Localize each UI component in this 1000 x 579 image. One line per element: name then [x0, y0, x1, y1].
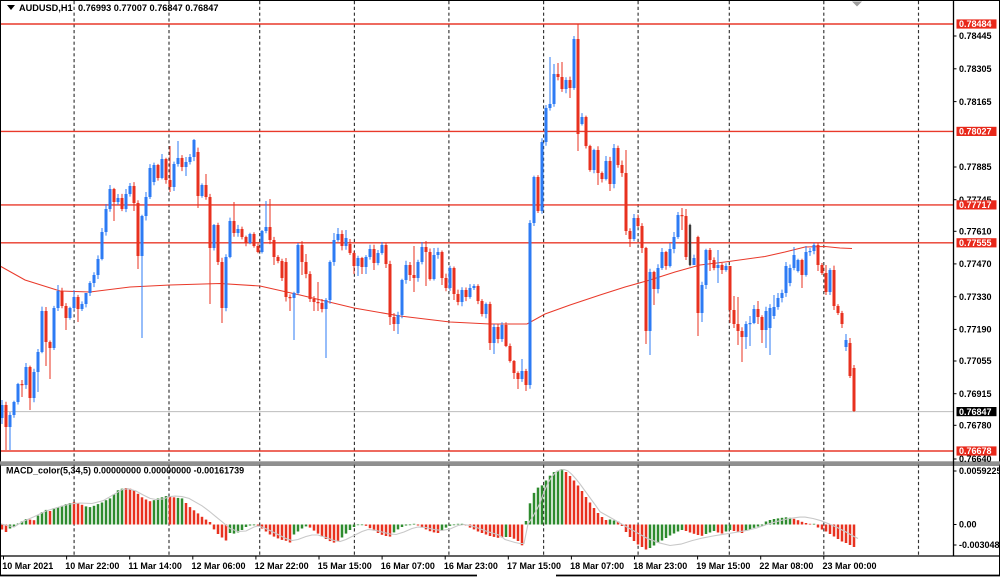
svg-text:0.76915: 0.76915	[959, 389, 992, 399]
svg-text:0.00: 0.00	[959, 520, 977, 530]
svg-text:10 Mar 2021: 10 Mar 2021	[2, 561, 53, 571]
svg-text:0.77885: 0.77885	[959, 162, 992, 172]
svg-text:0.77055: 0.77055	[959, 356, 992, 366]
svg-text:17 Mar 15:00: 17 Mar 15:00	[507, 561, 561, 571]
svg-text:0.78305: 0.78305	[959, 64, 992, 74]
svg-text:0.77717: 0.77717	[959, 200, 992, 210]
svg-text:-0.003048: -0.003048	[959, 540, 1000, 550]
svg-text:10 Mar 22:00: 10 Mar 22:00	[65, 561, 119, 571]
svg-text:16 Mar 07:00: 16 Mar 07:00	[381, 561, 435, 571]
svg-text:0.76993 0.77007 0.76847 0.7684: 0.76993 0.77007 0.76847 0.76847	[78, 3, 219, 13]
svg-text:0.77610: 0.77610	[959, 227, 992, 237]
svg-text:0.77555: 0.77555	[959, 238, 992, 248]
svg-text:22 Mar 08:00: 22 Mar 08:00	[759, 561, 813, 571]
svg-text:MACD_color(5,34,5) 0.00000000: MACD_color(5,34,5) 0.00000000 0.00000000…	[6, 466, 244, 476]
svg-text:0.0059225: 0.0059225	[959, 466, 1000, 476]
svg-text:16 Mar 23:00: 16 Mar 23:00	[444, 561, 498, 571]
svg-text:0.76847: 0.76847	[959, 407, 992, 417]
svg-text:18 Mar 23:00: 18 Mar 23:00	[633, 561, 687, 571]
svg-text:0.78484: 0.78484	[959, 19, 992, 29]
svg-text:0.77330: 0.77330	[959, 292, 992, 302]
svg-text:0.78445: 0.78445	[959, 31, 992, 41]
svg-text:0.77190: 0.77190	[959, 325, 992, 335]
svg-text:0.76640: 0.76640	[959, 454, 992, 464]
svg-text:AUDUSD,H1: AUDUSD,H1	[19, 3, 73, 13]
svg-text:12 Mar 06:00: 12 Mar 06:00	[192, 561, 246, 571]
svg-text:15 Mar 15:00: 15 Mar 15:00	[318, 561, 372, 571]
svg-text:0.76678: 0.76678	[959, 446, 992, 456]
svg-text:11 Mar 14:00: 11 Mar 14:00	[128, 561, 182, 571]
svg-text:23 Mar 00:00: 23 Mar 00:00	[823, 561, 877, 571]
svg-text:19 Mar 15:00: 19 Mar 15:00	[696, 561, 750, 571]
svg-text:12 Mar 22:00: 12 Mar 22:00	[255, 561, 309, 571]
svg-text:18 Mar 07:00: 18 Mar 07:00	[570, 561, 624, 571]
svg-text:0.76780: 0.76780	[959, 421, 992, 431]
svg-text:0.78165: 0.78165	[959, 97, 992, 107]
svg-text:0.78027: 0.78027	[959, 127, 992, 137]
svg-text:0.77470: 0.77470	[959, 259, 992, 269]
svg-text:0.77745: 0.77745	[959, 195, 992, 205]
